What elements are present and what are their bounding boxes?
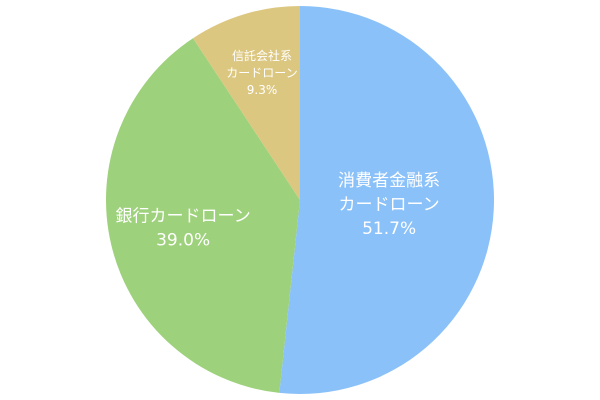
slice-label: 銀行カードローン — [116, 206, 251, 226]
slice-label: 信託会社系 — [232, 48, 292, 63]
pie-slice — [279, 6, 495, 394]
value-label: 9.3% — [247, 83, 278, 97]
value-label: 39.0% — [156, 230, 210, 250]
value-label: 51.7% — [362, 219, 416, 239]
slice-label: カードローン — [226, 66, 297, 80]
slice-label: 消費者金融系 — [338, 171, 440, 191]
pie-slice — [192, 6, 300, 200]
slice-label: カードローン — [339, 195, 440, 215]
pie-slice — [106, 38, 300, 393]
